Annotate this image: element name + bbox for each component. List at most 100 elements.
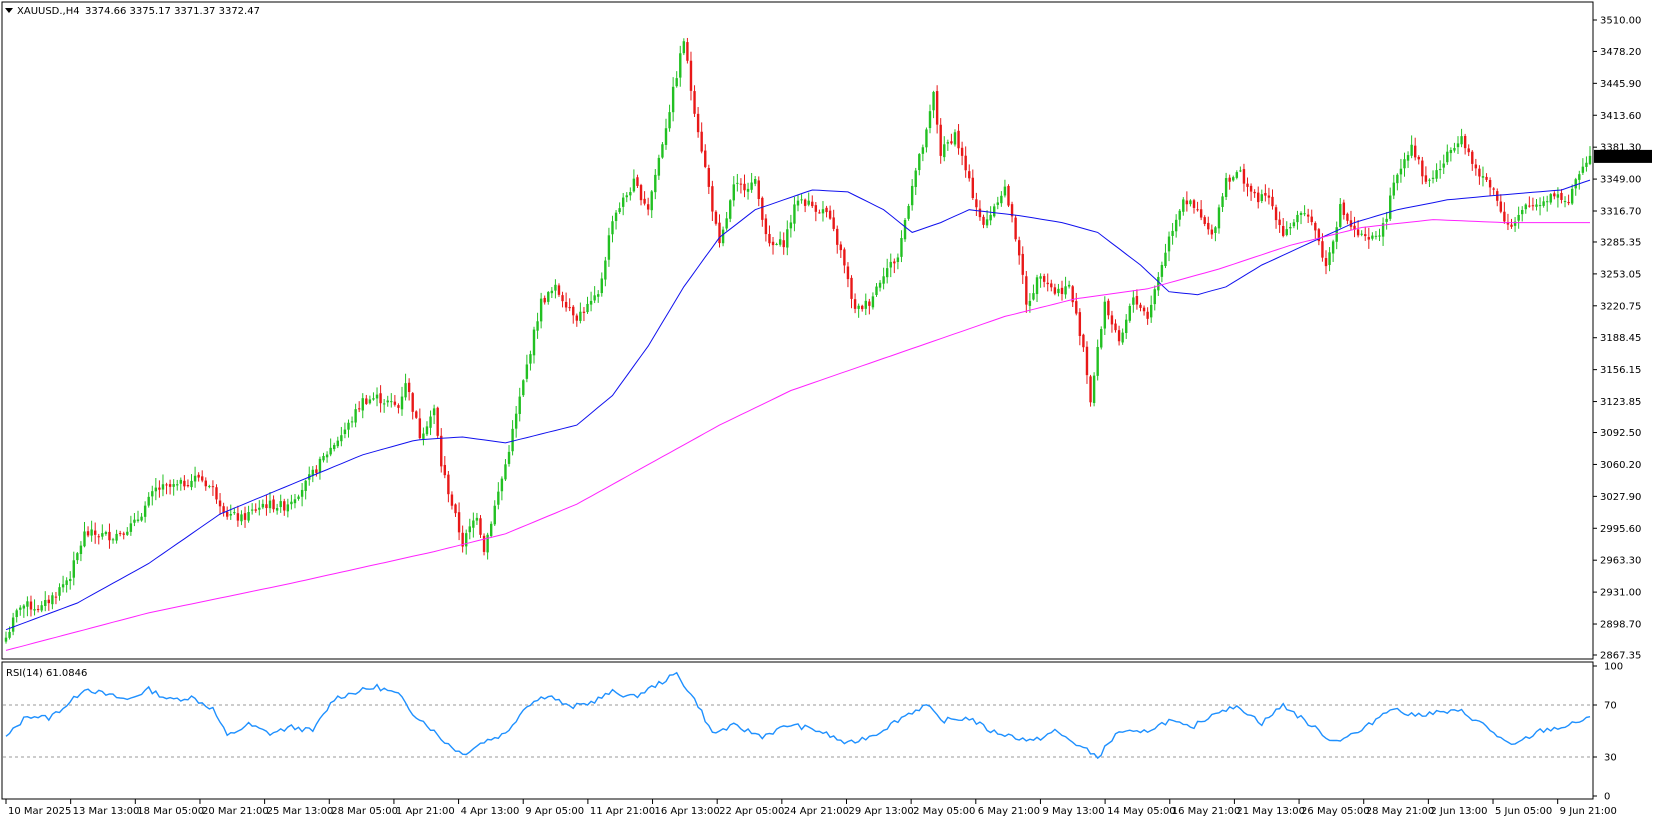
candle [1281,218,1285,238]
candle [539,292,543,329]
candle [440,428,443,473]
candle [272,495,275,513]
time-tick-label: 29 Apr 13:00 [848,806,913,817]
candle [547,291,550,305]
candle [393,395,397,407]
candle [1242,163,1246,192]
candle [1121,328,1124,345]
candle [964,146,967,178]
candle [208,484,211,489]
candle [1092,372,1096,407]
candle [579,302,582,324]
rsi-tick-label: 100 [1604,662,1623,673]
candle [422,427,425,446]
candle [914,167,917,196]
rsi-axis: 100 70 30 0 [1593,662,1623,803]
candle [893,258,896,274]
candle [1253,189,1256,198]
candle [404,373,407,401]
candle [686,37,689,64]
candle [910,179,914,211]
candle [511,420,514,456]
time-tick-label: 28 May 21:00 [1366,806,1435,817]
triangle-down-icon[interactable] [5,8,13,13]
candle [1531,197,1535,211]
candle [450,491,454,510]
candle [1424,166,1428,185]
time-tick-label: 21 May 13:00 [1236,806,1305,817]
candle [607,227,611,267]
time-tick-label: 18 Mar 05:00 [137,806,204,817]
candle [118,530,122,537]
candle [1371,232,1374,241]
candle [40,601,43,613]
candle [536,312,539,339]
candle [811,195,814,209]
candle [968,164,971,182]
ohlc-readout: 3374.66 3375.17 3371.37 3372.47 [85,6,260,17]
candle [1399,158,1403,183]
candle [943,136,946,162]
candle [500,476,504,501]
candle [1581,158,1585,175]
candle [357,401,361,413]
candle [161,474,165,497]
candle [36,605,40,613]
candle [1513,217,1517,232]
candle [29,595,33,617]
candle [1246,177,1249,197]
candle [529,350,532,371]
current-price-label: 3372.47 [1597,152,1638,163]
candle [300,483,304,507]
price-tick-label: 3092.50 [1600,428,1641,439]
candle [1310,209,1313,226]
candle [604,256,607,287]
candle [215,484,218,504]
candle [657,154,661,180]
candle [1431,170,1435,184]
candle [739,178,743,194]
candle [1485,173,1488,182]
candle [1160,261,1164,283]
time-tick-label: 13 Mar 13:00 [73,806,140,817]
candle [343,422,347,439]
time-tick-label: 16 May 21:00 [1172,806,1241,817]
candle [782,232,785,255]
candle [1339,198,1342,229]
candle [176,479,179,491]
candle [1224,172,1228,201]
candle [800,194,803,204]
rsi-tick-label: 70 [1604,701,1617,712]
candle [218,493,222,515]
candle [397,403,400,414]
candle [586,296,589,314]
candle [932,90,935,119]
candle [1000,191,1003,207]
candle [1142,305,1146,316]
time-tick-label: 25 Mar 13:00 [267,806,334,817]
candle [1042,273,1046,288]
candle [568,298,571,312]
candle [597,290,600,303]
candle [1017,236,1021,265]
candle [525,354,529,383]
candle [254,503,257,513]
candle [1410,135,1413,159]
candle [1132,290,1135,313]
candle [664,118,668,150]
candle [885,258,889,284]
candle [989,206,992,226]
candle [957,124,960,155]
candle [882,267,885,290]
main-chart-pane[interactable]: 3510.00 3478.20 3445.90 3413.60 3381.30 3349.… [1,1,1652,662]
candle [1496,188,1499,207]
candle [878,280,882,292]
candle [614,210,618,230]
candle [1553,191,1556,200]
candle [1570,184,1574,206]
candle [1560,189,1563,204]
rsi-pane[interactable]: 100 70 30 0 RSI(14) 61.0846 [1,661,1623,803]
candle [1239,166,1242,173]
candle [265,495,268,516]
